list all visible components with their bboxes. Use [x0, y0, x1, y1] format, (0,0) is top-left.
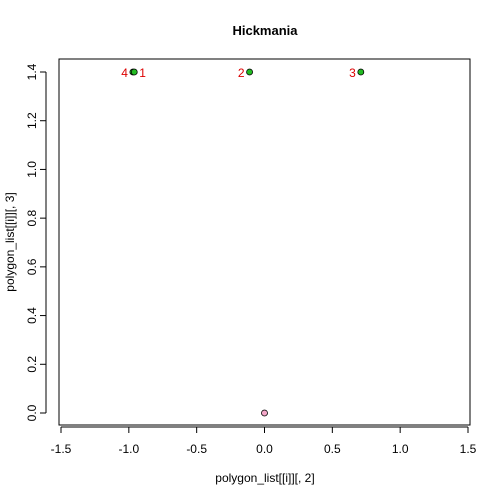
- y-tick-label: 0.8: [25, 209, 39, 226]
- data-point: [261, 409, 268, 417]
- data-point: [246, 68, 253, 76]
- x-tick-label: 0.0: [256, 442, 273, 456]
- y-tick-label: 1.0: [25, 161, 39, 178]
- x-axis-label: polygon_list[[i]][, 2]: [215, 471, 314, 485]
- y-axis: 0.0 0.2 0.4 0.6 0.8 1.0 1.2 1.4: [25, 63, 47, 421]
- data-point: [130, 68, 138, 76]
- x-tick-label: 1.5: [460, 442, 477, 456]
- chart-title: Hickmania: [232, 23, 298, 38]
- x-axis: -1.5 -1.0 -0.5 0.0 0.5 1.0 1.5: [51, 426, 477, 456]
- y-tick-label: 0.6: [25, 258, 39, 275]
- point-labels: 1 2 3 4: [121, 66, 356, 80]
- x-tick-label: 1.0: [392, 442, 409, 456]
- plot-frame: [58, 58, 471, 426]
- y-tick-label: 1.2: [25, 112, 39, 129]
- point-label: 1: [139, 66, 146, 80]
- x-tick-label: -1.5: [51, 442, 72, 456]
- point-label: 3: [349, 66, 356, 80]
- y-tick-label: 0.2: [25, 356, 39, 373]
- y-tick-label: 0.4: [25, 307, 39, 324]
- y-tick-label: 0.0: [25, 404, 39, 421]
- x-tick-label: -0.5: [186, 442, 207, 456]
- x-tick-label: 0.5: [324, 442, 341, 456]
- data-point: [357, 68, 365, 76]
- x-tick-label: -1.0: [118, 442, 139, 456]
- data-points: [129, 68, 365, 417]
- y-axis-label: polygon_list[[i]][, 3]: [3, 192, 17, 291]
- y-tick-label: 1.4: [25, 63, 39, 80]
- point-label: 2: [238, 66, 245, 80]
- point-label: 4: [121, 66, 128, 80]
